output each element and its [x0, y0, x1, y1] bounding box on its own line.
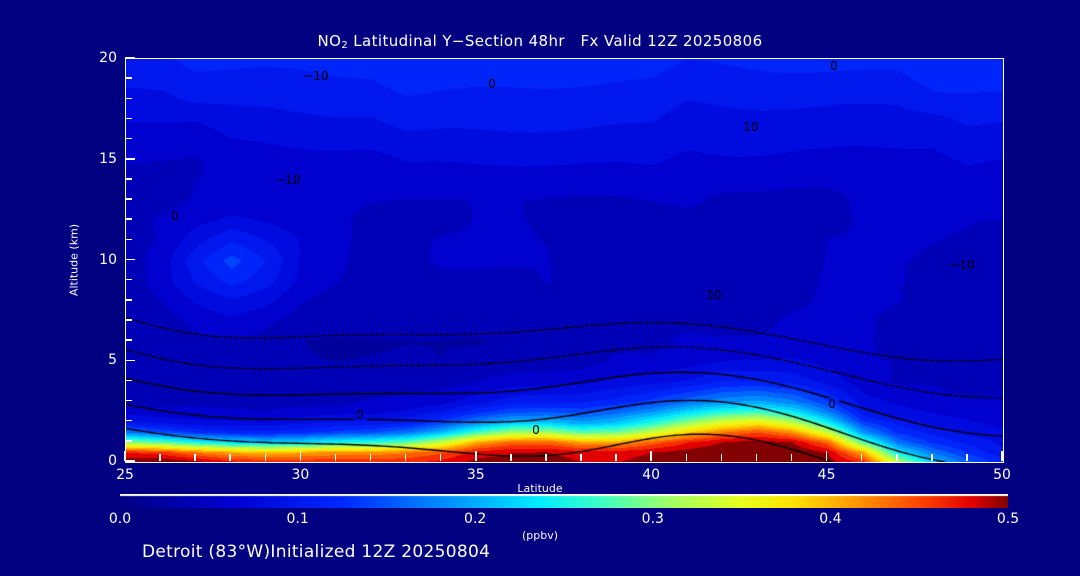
y-axis-tick [125, 278, 132, 281]
chart-title: NO2 Latitudinal Y−Section 48hr Fx Valid … [0, 32, 1080, 51]
no2-contour-field [126, 59, 1003, 462]
y-axis-tick [125, 77, 132, 79]
chart-title-subscript: 2 [341, 40, 349, 51]
x-axis-tick-label: 35 [466, 467, 485, 483]
x-axis-tick-label: 25 [116, 467, 134, 483]
x-axis-tick-label: 40 [642, 467, 661, 483]
x-axis-tick [1001, 451, 1003, 461]
x-axis-tick [159, 454, 161, 461]
y-axis-tick [125, 399, 132, 402]
y-axis-tick [125, 97, 132, 100]
x-axis-tick-label: 50 [993, 467, 1011, 483]
y-axis-tick [125, 359, 135, 361]
x-axis-tick [790, 454, 793, 461]
x-axis-tick [475, 451, 477, 461]
y-axis-tick [125, 258, 135, 261]
colorbar-tick-label: 0.5 [996, 511, 1020, 527]
x-axis-tick [615, 454, 617, 461]
x-axis-tick [229, 454, 231, 461]
colorbar-units: (ppbv) [521, 529, 559, 542]
x-axis-tick [966, 454, 968, 461]
y-axis-tick [125, 419, 132, 422]
y-axis-tick [125, 299, 132, 301]
x-axis-tick-label: 45 [817, 467, 836, 483]
y-axis-tick [125, 218, 132, 220]
y-axis-tick-label: 10 [99, 251, 117, 268]
plot-area[interactable] [125, 58, 1004, 463]
x-axis-tick [650, 451, 652, 461]
x-axis-tick [334, 454, 337, 461]
x-axis-tick [720, 454, 723, 461]
x-axis-tick [860, 454, 863, 461]
colorbar-tick-label: 0.4 [819, 511, 842, 527]
y-axis-tick [125, 158, 135, 160]
x-axis-tick [580, 454, 582, 461]
footer-caption: Detroit (83°W)Initialized 12Z 20250804 [142, 542, 491, 562]
x-axis-tick [439, 454, 442, 461]
x-axis-tick [896, 454, 898, 461]
x-axis-tick [825, 451, 828, 461]
y-axis-tick [125, 198, 132, 200]
y-axis-tick [125, 117, 132, 120]
x-axis-label: Latitude [517, 482, 563, 495]
y-axis-label: Altitude (km) [67, 223, 81, 297]
y-axis-tick [125, 319, 132, 321]
x-axis-tick [299, 451, 302, 461]
y-axis-tick [125, 137, 132, 140]
y-axis-tick [125, 178, 132, 180]
y-axis-tick [125, 460, 135, 462]
y-axis-tick [125, 440, 132, 442]
colorbar-tick-label: 0.3 [641, 511, 664, 527]
y-axis-tick [125, 57, 135, 59]
x-axis-tick-label: 30 [291, 467, 310, 483]
chart-title-suffix: Latitudinal Y−Section 48hr Fx Valid 12Z … [348, 32, 763, 50]
y-axis-tick-label: 0 [108, 453, 117, 469]
x-axis-tick [264, 454, 267, 461]
x-axis-tick [369, 454, 372, 461]
colorbar-tick-label: 0.0 [108, 511, 132, 527]
chart-title-prefix: NO [317, 32, 342, 50]
colorbar-tick-label: 0.1 [286, 511, 309, 527]
y-axis-tick-label: 15 [99, 150, 117, 167]
colorbar [120, 494, 1008, 508]
colorbar-tick-label: 0.2 [464, 511, 487, 527]
y-axis-tick-label: 5 [108, 352, 117, 369]
x-axis-tick [124, 451, 126, 461]
x-axis-tick [931, 454, 933, 461]
y-axis-tick [125, 238, 132, 241]
x-axis-tick [510, 454, 512, 461]
x-axis-tick [404, 454, 407, 461]
y-axis-tick [125, 339, 132, 341]
x-axis-tick [685, 454, 688, 461]
y-axis-tick-label: 20 [99, 50, 117, 66]
x-axis-tick [755, 454, 758, 461]
y-axis-tick [125, 379, 132, 382]
x-axis-tick [545, 454, 547, 461]
x-axis-tick [194, 454, 196, 461]
colorbar-gradient [120, 494, 1008, 508]
